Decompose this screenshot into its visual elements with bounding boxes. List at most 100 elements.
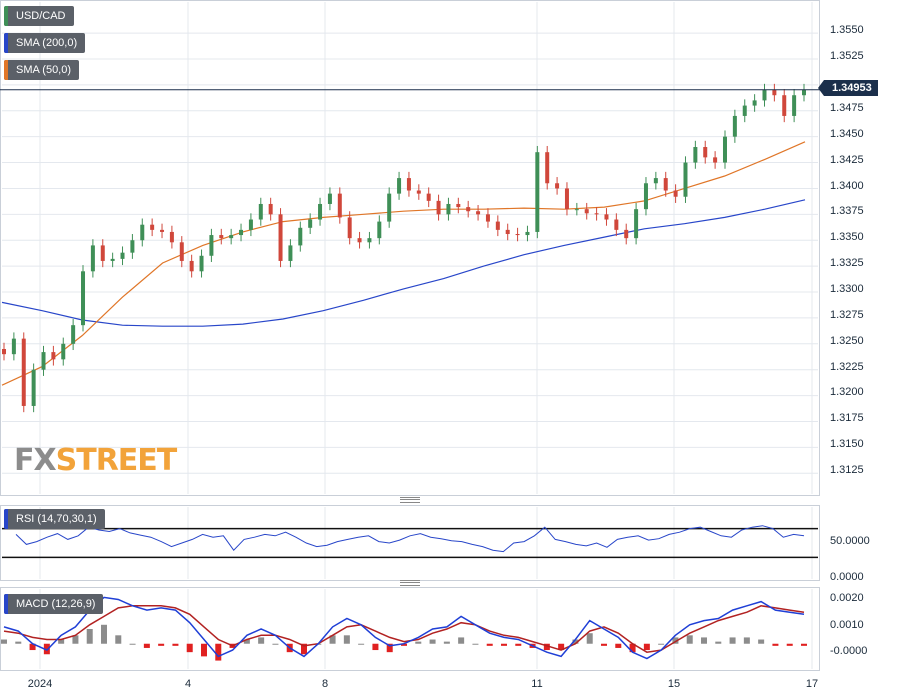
macd-histogram-bar — [58, 639, 65, 644]
candle-body — [653, 178, 658, 184]
macd-histogram-bar — [258, 637, 265, 644]
candle-body — [2, 348, 6, 355]
macd-histogram-bar — [301, 643, 307, 655]
macd-histogram-bar — [701, 637, 707, 644]
fxstreet-watermark: FXSTREET — [14, 443, 178, 478]
candle-body — [732, 115, 737, 137]
candle-body — [41, 352, 46, 370]
sma50-line — [1, 141, 806, 386]
candle-body — [130, 240, 135, 253]
macd-histogram-bar — [572, 639, 579, 644]
price-axis-label: 1.3275 — [830, 309, 864, 321]
macd-axis-label: 0.0020 — [830, 592, 864, 604]
macd-histogram-bar — [201, 643, 207, 657]
sma200-line — [1, 199, 806, 327]
macd-histogram-bar — [772, 643, 779, 646]
candle-body — [140, 224, 145, 241]
candle-body — [318, 203, 323, 220]
candle-body — [772, 90, 777, 96]
candle-body — [683, 162, 688, 197]
macd-histogram-bar — [758, 639, 765, 644]
rsi-axis-label: 0.0000 — [830, 571, 864, 583]
macd-line — [3, 596, 805, 660]
macd-histogram-bar — [15, 641, 22, 644]
candle-body — [278, 214, 283, 261]
candle-body — [258, 203, 263, 220]
candle-body — [61, 343, 66, 360]
macd-histogram-bar — [272, 643, 279, 645]
candle-body — [367, 238, 372, 243]
macd-histogram-bar — [343, 635, 350, 644]
candle-body — [90, 245, 95, 272]
legend-sma50[interactable]: SMA (50,0) — [4, 60, 80, 80]
candle-body — [51, 352, 56, 360]
candle-body — [505, 229, 510, 235]
panel-resize-handle[interactable] — [400, 580, 420, 586]
price-axis-label: 1.3375 — [830, 205, 864, 217]
macd-histogram-bar — [443, 641, 450, 644]
macd-axis-label: -0.0000 — [830, 645, 868, 657]
legend-swatch — [4, 60, 8, 80]
legend-rsi-label: RSI (14,70,30,1) — [16, 513, 97, 525]
candle-body — [713, 157, 718, 163]
candle-body — [703, 147, 708, 158]
candle-body — [288, 245, 293, 261]
candle-body — [594, 213, 599, 215]
macd-histogram-bar — [515, 643, 522, 646]
candle-body — [21, 338, 26, 406]
candle-body — [574, 209, 579, 211]
macd-histogram-bar — [329, 635, 336, 644]
macd-histogram-bar — [501, 643, 507, 646]
price-axis-label: 1.3225 — [830, 361, 864, 373]
candle-body — [485, 214, 490, 222]
legend-swatch — [4, 33, 8, 53]
rsi-line — [15, 525, 805, 553]
candle-body — [584, 209, 589, 214]
candle-body — [436, 200, 441, 215]
macd-histogram-bar — [143, 643, 150, 648]
candle-body — [189, 260, 194, 272]
candle-body — [762, 90, 767, 101]
candle-body — [663, 178, 668, 191]
price-axis-label: 1.3150 — [830, 438, 864, 450]
panel-resize-handle[interactable] — [400, 497, 420, 503]
macd-histogram-bar — [629, 643, 636, 653]
candle-body — [535, 152, 540, 232]
candle-body — [298, 227, 303, 246]
macd-histogram-bar — [186, 643, 193, 653]
candle-body — [100, 245, 105, 261]
macd-histogram-bar — [643, 643, 650, 651]
rsi-axis-label: 50.0000 — [830, 535, 870, 547]
rsi-panel[interactable] — [0, 505, 820, 581]
legend-macd-label: MACD (12,26,9) — [16, 598, 96, 610]
macd-histogram-bar — [129, 643, 136, 645]
macd-histogram-bar — [615, 643, 622, 648]
candle-body — [643, 183, 648, 210]
macd-histogram-bar — [429, 639, 436, 644]
macd-histogram-bar — [658, 643, 665, 645]
candle-body — [406, 178, 411, 191]
legend-symbol[interactable]: USD/CAD — [4, 6, 74, 26]
macd-histogram-bar — [86, 629, 93, 644]
legend-swatch — [4, 509, 8, 529]
price-chart-panel[interactable] — [0, 0, 820, 496]
watermark-street: STREET — [55, 443, 178, 478]
legend-macd[interactable]: MACD (12,26,9) — [4, 594, 104, 614]
legend-rsi[interactable]: RSI (14,70,30,1) — [4, 509, 105, 529]
candle-body — [802, 90, 806, 96]
watermark-fx: FX — [14, 443, 57, 478]
date-axis-label: 8 — [321, 678, 329, 690]
date-axis-label: 4 — [184, 678, 192, 690]
macd-histogram-bar — [172, 643, 179, 646]
candle-body — [387, 193, 392, 222]
candle-body — [81, 271, 86, 326]
macd-histogram-bar — [215, 643, 222, 661]
macd-histogram-bar — [101, 624, 107, 644]
legend-sma200[interactable]: SMA (200,0) — [4, 33, 86, 53]
price-axis-label: 1.3425 — [830, 154, 864, 166]
price-axis-label: 1.3450 — [830, 128, 864, 140]
price-axis-label: 1.3200 — [830, 386, 864, 398]
macd-histogram-bar — [801, 643, 807, 646]
candle-body — [722, 136, 727, 163]
